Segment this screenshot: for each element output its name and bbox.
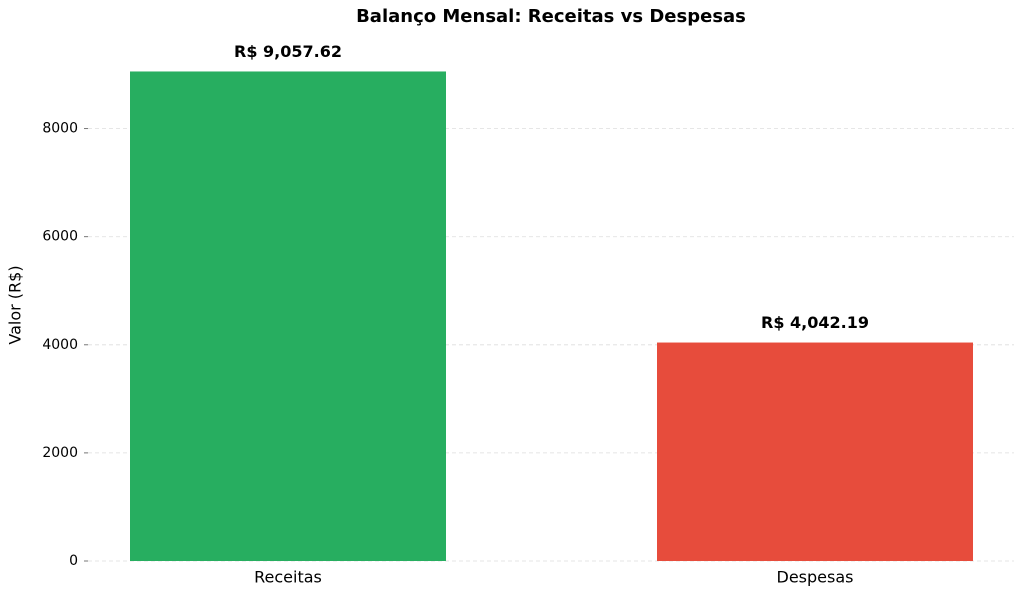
y-tick-label: 0: [69, 553, 78, 569]
value-label: R$ 9,057.62: [234, 42, 342, 61]
bar: [657, 342, 973, 561]
y-axis-label: Valor (R$): [6, 265, 25, 344]
bar: [130, 71, 446, 561]
value-label: R$ 4,042.19: [761, 313, 869, 332]
chart-title: Balanço Mensal: Receitas vs Despesas: [356, 6, 746, 27]
x-tick-label: Receitas: [254, 568, 322, 587]
y-tick-label: 8000: [42, 121, 78, 137]
y-tick-label: 2000: [42, 445, 78, 461]
y-tick-label: 4000: [42, 337, 78, 353]
x-tick-label: Despesas: [777, 568, 854, 587]
y-tick-label: 6000: [42, 229, 78, 245]
